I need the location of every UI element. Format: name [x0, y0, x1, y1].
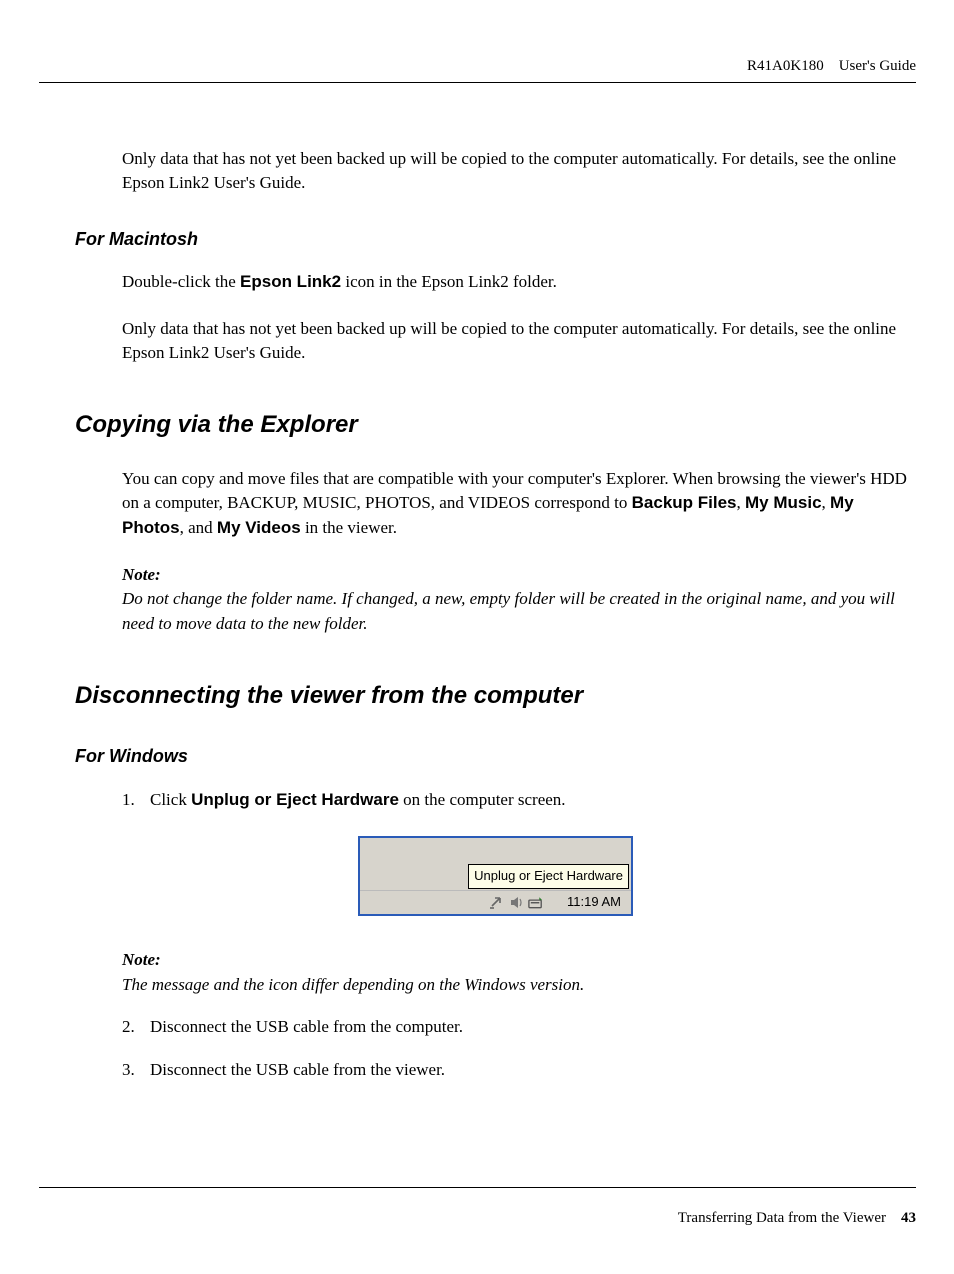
heading-for-windows: For Windows	[75, 743, 916, 769]
arrow-tray-icon	[487, 893, 505, 911]
text: icon in the Epson Link2 folder.	[341, 272, 557, 291]
step-number: 1.	[122, 788, 150, 813]
unplug-eject-bold: Unplug or Eject Hardware	[191, 790, 399, 809]
text: Click	[150, 790, 191, 809]
note-body: The message and the icon differ dependin…	[122, 973, 916, 998]
footer-text: Transferring Data from the Viewer 43	[39, 1208, 916, 1230]
eject-hardware-tray-icon	[527, 893, 545, 911]
note-label: Note:	[122, 948, 916, 973]
my-music-bold: My Music	[745, 493, 822, 512]
systray-icons	[487, 893, 545, 911]
step-number: 3.	[122, 1058, 150, 1083]
footer-section: Transferring Data from the Viewer	[678, 1210, 886, 1226]
header-rule	[39, 82, 916, 83]
volume-tray-icon	[507, 893, 525, 911]
page-number: 43	[901, 1210, 916, 1226]
note-label: Note:	[122, 563, 916, 588]
text: in the viewer.	[301, 518, 397, 537]
windows-note: Note: The message and the icon differ de…	[122, 948, 916, 997]
note-body: Do not change the folder name. If change…	[122, 587, 916, 636]
doc-code: R41A0K180	[747, 58, 824, 74]
tooltip-row: Unplug or Eject Hardware	[360, 864, 631, 889]
heading-disconnecting: Disconnecting the viewer from the comput…	[75, 679, 916, 714]
unplug-tooltip: Unplug or Eject Hardware	[468, 864, 629, 889]
page-header: R41A0K180 User's Guide	[75, 56, 916, 78]
step-3: 3. Disconnect the USB cable from the vie…	[122, 1058, 916, 1083]
heading-copying-via-explorer: Copying via the Explorer	[75, 408, 916, 443]
my-videos-bold: My Videos	[217, 518, 301, 537]
heading-for-macintosh: For Macintosh	[75, 226, 916, 252]
step-content: Disconnect the USB cable from the comput…	[150, 1015, 916, 1040]
text: ,	[737, 493, 746, 512]
text: ,	[822, 493, 831, 512]
systray-time: 11:19 AM	[567, 893, 621, 912]
step-content: Disconnect the USB cable from the viewer…	[150, 1058, 916, 1083]
mac-paragraph-2: Only data that has not yet been backed u…	[122, 317, 916, 366]
page-footer: Transferring Data from the Viewer 43	[39, 1187, 916, 1230]
text: Double-click the	[122, 272, 240, 291]
intro-paragraph: Only data that has not yet been backed u…	[122, 147, 916, 196]
backup-files-bold: Backup Files	[632, 493, 737, 512]
mac-paragraph-1: Double-click the Epson Link2 icon in the…	[122, 270, 916, 295]
step-content: Click Unplug or Eject Hardware on the co…	[150, 788, 916, 813]
copy-paragraph: You can copy and move files that are com…	[122, 467, 916, 541]
systray-figure-wrap: Unplug or Eject Hardware 11:19 AM	[75, 836, 916, 916]
step-number: 2.	[122, 1015, 150, 1040]
step-1: 1. Click Unplug or Eject Hardware on the…	[122, 788, 916, 813]
epson-link2-bold: Epson Link2	[240, 272, 341, 291]
step-2: 2. Disconnect the USB cable from the com…	[122, 1015, 916, 1040]
footer-rule	[39, 1187, 916, 1188]
systray-top-spacer	[360, 838, 631, 864]
text: , and	[180, 518, 217, 537]
doc-title: User's Guide	[839, 58, 916, 74]
copy-note: Note: Do not change the folder name. If …	[122, 563, 916, 637]
systray-bar: 11:19 AM	[360, 890, 631, 914]
text: on the computer screen.	[399, 790, 566, 809]
systray-figure: Unplug or Eject Hardware 11:19 AM	[358, 836, 633, 916]
